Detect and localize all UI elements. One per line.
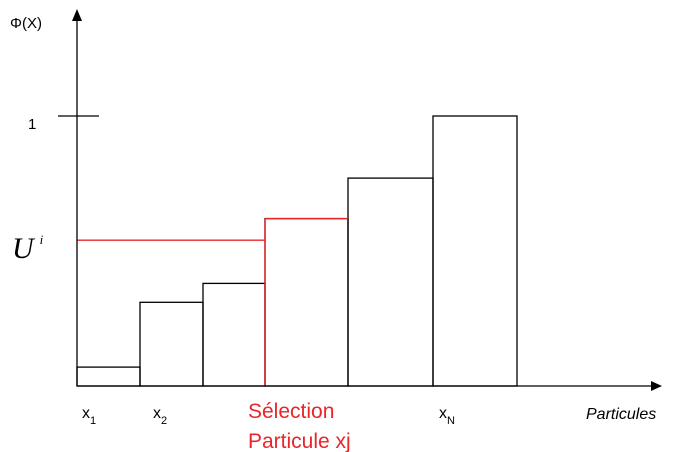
bar-6 bbox=[432, 115, 518, 387]
bar-1 bbox=[76, 366, 141, 387]
bar-4 bbox=[264, 217, 349, 387]
selection-label-line2: Particule xj bbox=[248, 430, 351, 452]
y-tick-label: 1 bbox=[28, 116, 36, 133]
y-axis-label: Φ(X) bbox=[10, 15, 42, 32]
bar-2 bbox=[139, 301, 204, 387]
x-axis-arrow bbox=[651, 381, 662, 391]
bars-group bbox=[76, 115, 518, 387]
threshold-group bbox=[77, 217, 348, 386]
x-axis-label: Particules bbox=[586, 406, 656, 423]
bar-3 bbox=[202, 282, 266, 387]
x-label-n: xN bbox=[439, 405, 455, 427]
x-label-2: x2 bbox=[153, 405, 167, 427]
x-label-1: x1 bbox=[82, 405, 96, 427]
selection-label-line1: Sélection bbox=[248, 400, 334, 423]
bar-5 bbox=[347, 177, 434, 387]
y-axis-arrow bbox=[72, 9, 82, 21]
